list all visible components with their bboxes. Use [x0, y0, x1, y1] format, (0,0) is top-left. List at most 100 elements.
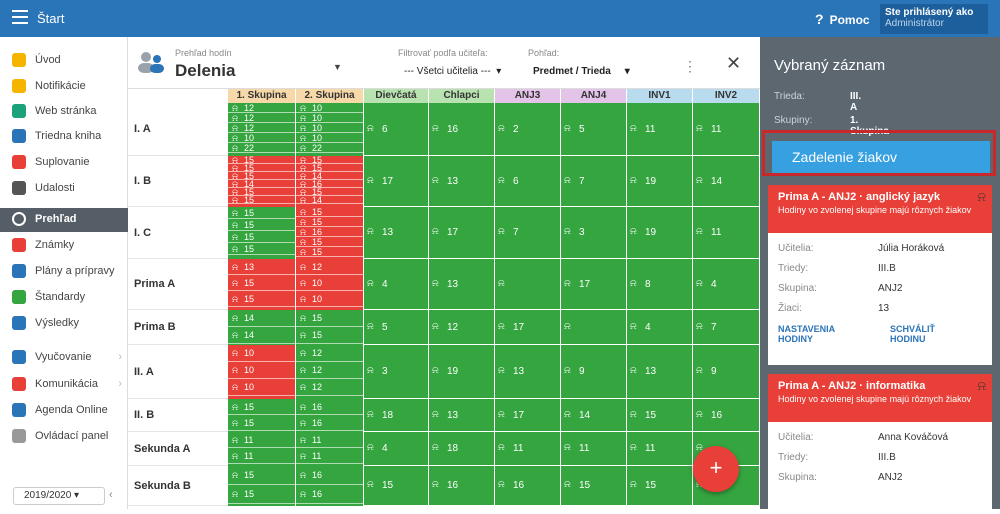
- group-cell[interactable]: ♫🔔︎⍾12♫🔔︎⍾12♫🔔︎⍾12: [296, 345, 364, 399]
- lesson-cell[interactable]: ⍾ 7: [561, 156, 627, 207]
- column-header[interactable]: INV2: [693, 89, 760, 103]
- lesson-cell[interactable]: ⍾ 15: [364, 466, 429, 506]
- approve-link[interactable]: SCHVÁLIŤ HODINU: [890, 324, 935, 344]
- lesson-cell[interactable]: ⍾ 11: [627, 432, 693, 466]
- sidebar-item-14[interactable]: Ovládací panel: [0, 425, 128, 449]
- lesson-cell[interactable]: ⍾ 11: [561, 432, 627, 466]
- lesson-cell[interactable]: ⍾: [495, 259, 561, 310]
- lesson-cell[interactable]: ⍾ 11: [495, 432, 561, 466]
- view-select[interactable]: Predmet / Trieda ▾: [533, 66, 630, 77]
- group-cell[interactable]: ♫🔔︎⍾11♫🔔︎⍾11: [296, 432, 364, 466]
- lesson-card[interactable]: Prima A - ANJ2 · informatika Hodiny vo zv…: [768, 374, 992, 514]
- lesson-cell[interactable]: ⍾ 15: [627, 466, 693, 506]
- lesson-cell[interactable]: ⍾ 15: [561, 466, 627, 506]
- lesson-cell[interactable]: ⍾ 18: [429, 432, 495, 466]
- lesson-cell[interactable]: ⍾ 13: [429, 259, 495, 310]
- lesson-cell[interactable]: ⍾ 19: [627, 207, 693, 259]
- group-cell[interactable]: ♫🔔︎⍾15♫🔔︎⍾15♫🔔︎⍾15♫🔔︎⍾14♫🔔︎⍾15♫🔔︎⍾15: [228, 156, 296, 207]
- add-button[interactable]: +: [693, 446, 739, 492]
- group-cell[interactable]: ♫🔔︎⍾13♫🔔︎⍾15♫🔔︎⍾15: [228, 259, 296, 310]
- sidebar-item-2[interactable]: Web stránka: [0, 100, 128, 124]
- lesson-cell[interactable]: ⍾ 17: [364, 156, 429, 207]
- lesson-card[interactable]: Prima A - ANJ2 · anglický jazyk Hodiny vo…: [768, 185, 992, 365]
- lesson-cell[interactable]: ⍾ 3: [364, 345, 429, 399]
- lesson-cell[interactable]: ⍾ 3: [561, 207, 627, 259]
- lesson-cell[interactable]: ⍾ 2: [495, 103, 561, 156]
- lesson-cell[interactable]: ⍾ 17: [495, 310, 561, 345]
- group-cell[interactable]: ♫🔔︎⍾10♫🔔︎⍾10♫🔔︎⍾10♫🔔︎⍾10♫🔔︎⍾22: [296, 103, 364, 156]
- lesson-cell[interactable]: ⍾ 9: [693, 345, 760, 399]
- lesson-cell[interactable]: ⍾ 5: [561, 103, 627, 156]
- close-icon[interactable]: ✕: [726, 53, 742, 73]
- sidebar-item-12[interactable]: Komunikácia ›: [0, 373, 128, 397]
- lesson-cell[interactable]: ⍾ 14: [693, 156, 760, 207]
- start-link[interactable]: Štart: [37, 11, 65, 26]
- column-header[interactable]: INV1: [627, 89, 693, 103]
- lesson-cell[interactable]: ⍾ 13: [627, 345, 693, 399]
- sidebar-item-7[interactable]: Známky: [0, 234, 128, 258]
- assign-students-button[interactable]: Zadelenie žiakov: [772, 141, 990, 173]
- chevron-left-icon[interactable]: ‹: [109, 489, 113, 501]
- sidebar-item-5[interactable]: Udalosti: [0, 177, 128, 201]
- lesson-cell[interactable]: ⍾ 17: [561, 259, 627, 310]
- lesson-cell[interactable]: ⍾ 11: [693, 207, 760, 259]
- lesson-cell[interactable]: ⍾ 4: [364, 259, 429, 310]
- lesson-cell[interactable]: ⍾ 17: [495, 399, 561, 432]
- user-badge[interactable]: Ste prihlásený ako Administrátor: [880, 4, 988, 34]
- column-header[interactable]: Chlapci: [429, 89, 495, 103]
- chevron-down-icon[interactable]: ▼: [333, 62, 342, 72]
- lesson-cell[interactable]: ⍾ 13: [495, 345, 561, 399]
- group-cell[interactable]: ♫🔔︎⍾15♫🔔︎⍾15: [228, 399, 296, 432]
- year-select[interactable]: 2019/2020 ▾: [13, 487, 105, 505]
- group-cell[interactable]: ♫🔔︎⍾14♫🔔︎⍾14: [228, 310, 296, 345]
- group-cell[interactable]: ♫🔔︎⍾15♫🔔︎⍾15: [296, 310, 364, 345]
- sidebar-item-0[interactable]: Úvod: [0, 49, 128, 73]
- lesson-cell[interactable]: ⍾ 14: [561, 399, 627, 432]
- sidebar-item-9[interactable]: Štandardy: [0, 286, 128, 310]
- lesson-cell[interactable]: ⍾ 18: [364, 399, 429, 432]
- sidebar-item-13[interactable]: Agenda Online: [0, 399, 128, 423]
- lesson-cell[interactable]: ⍾ 13: [364, 207, 429, 259]
- teacher-filter-select[interactable]: --- Všetci učitelia --- ▾: [404, 66, 502, 77]
- group-cell[interactable]: ♫🔔︎⍾11♫🔔︎⍾11: [228, 432, 296, 466]
- group-cell[interactable]: ♫🔔︎⍾16♫🔔︎⍾16: [296, 399, 364, 432]
- group-cell[interactable]: ♫🔔︎⍾12♫🔔︎⍾10♫🔔︎⍾10: [296, 259, 364, 310]
- lesson-cell[interactable]: ⍾ 17: [429, 207, 495, 259]
- lesson-cell[interactable]: ⍾ 19: [627, 156, 693, 207]
- lesson-cell[interactable]: ⍾ 7: [693, 310, 760, 345]
- lesson-cell[interactable]: ⍾: [561, 310, 627, 345]
- sidebar-item-11[interactable]: Vyučovanie ›: [0, 346, 128, 370]
- lesson-cell[interactable]: ⍾ 6: [364, 103, 429, 156]
- lesson-cell[interactable]: ⍾ 11: [693, 103, 760, 156]
- column-header[interactable]: Dievčatá: [364, 89, 429, 103]
- lesson-cell[interactable]: ⍾ 16: [429, 103, 495, 156]
- lesson-cell[interactable]: ⍾ 16: [495, 466, 561, 506]
- column-header[interactable]: ANJ3: [495, 89, 561, 103]
- lesson-cell[interactable]: ⍾ 16: [429, 466, 495, 506]
- lesson-cell[interactable]: ⍾ 13: [429, 399, 495, 432]
- group-cell[interactable]: ♫🔔︎⍾15♫🔔︎⍾15♫🔔︎⍾16♫🔔︎⍾15♫🔔︎⍾15: [296, 207, 364, 259]
- sidebar-item-6[interactable]: Prehľad: [0, 208, 128, 232]
- sidebar-item-10[interactable]: Výsledky: [0, 312, 128, 336]
- lesson-cell[interactable]: ⍾ 11: [627, 103, 693, 156]
- lesson-cell[interactable]: ⍾ 16: [693, 399, 760, 432]
- settings-link[interactable]: NASTAVENIA HODINY: [778, 324, 835, 344]
- column-header[interactable]: 1. Skupina: [228, 89, 296, 103]
- menu-icon[interactable]: [12, 10, 28, 24]
- lesson-cell[interactable]: ⍾ 8: [627, 259, 693, 310]
- lesson-cell[interactable]: ⍾ 9: [561, 345, 627, 399]
- group-cell[interactable]: ♫🔔︎⍾10♫🔔︎⍾10♫🔔︎⍾10: [228, 345, 296, 399]
- lesson-cell[interactable]: ⍾ 19: [429, 345, 495, 399]
- lesson-cell[interactable]: ⍾ 15: [627, 399, 693, 432]
- group-cell[interactable]: ♫🔔︎⍾16♫🔔︎⍾16: [296, 466, 364, 506]
- lesson-cell[interactable]: ⍾ 6: [495, 156, 561, 207]
- lesson-cell[interactable]: ⍾ 12: [429, 310, 495, 345]
- sidebar-item-4[interactable]: Suplovanie: [0, 151, 128, 175]
- sidebar-item-1[interactable]: Notifikácie: [0, 75, 128, 99]
- lesson-cell[interactable]: ⍾ 7: [495, 207, 561, 259]
- lesson-cell[interactable]: ⍾ 4: [364, 432, 429, 466]
- group-cell[interactable]: ♫🔔︎⍾12♫🔔︎⍾12♫🔔︎⍾12♫🔔︎⍾10♫🔔︎⍾22: [228, 103, 296, 156]
- help-button[interactable]: ? Pomoc: [815, 11, 870, 27]
- sidebar-item-8[interactable]: Plány a prípravy: [0, 260, 128, 284]
- lesson-cell[interactable]: ⍾ 5: [364, 310, 429, 345]
